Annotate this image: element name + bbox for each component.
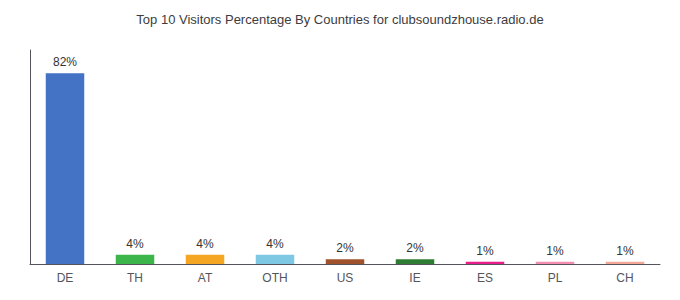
svg-text:4%: 4% xyxy=(126,237,144,251)
svg-text:CH: CH xyxy=(616,271,633,285)
svg-text:US: US xyxy=(337,271,354,285)
svg-text:OTH: OTH xyxy=(262,271,287,285)
svg-text:2%: 2% xyxy=(336,241,354,255)
svg-text:Top 10 Visitors Percentage By: Top 10 Visitors Percentage By Countries … xyxy=(136,12,543,27)
svg-text:4%: 4% xyxy=(266,237,284,251)
svg-text:1%: 1% xyxy=(616,244,634,258)
svg-text:82%: 82% xyxy=(53,55,77,69)
svg-text:1%: 1% xyxy=(476,244,494,258)
svg-text:DE: DE xyxy=(57,271,74,285)
svg-text:PL: PL xyxy=(548,271,563,285)
svg-text:IE: IE xyxy=(409,271,420,285)
svg-text:ES: ES xyxy=(477,271,493,285)
svg-text:TH: TH xyxy=(127,271,143,285)
svg-text:AT: AT xyxy=(198,271,213,285)
svg-text:2%: 2% xyxy=(406,241,424,255)
svg-text:1%: 1% xyxy=(546,244,564,258)
svg-text:4%: 4% xyxy=(196,237,214,251)
